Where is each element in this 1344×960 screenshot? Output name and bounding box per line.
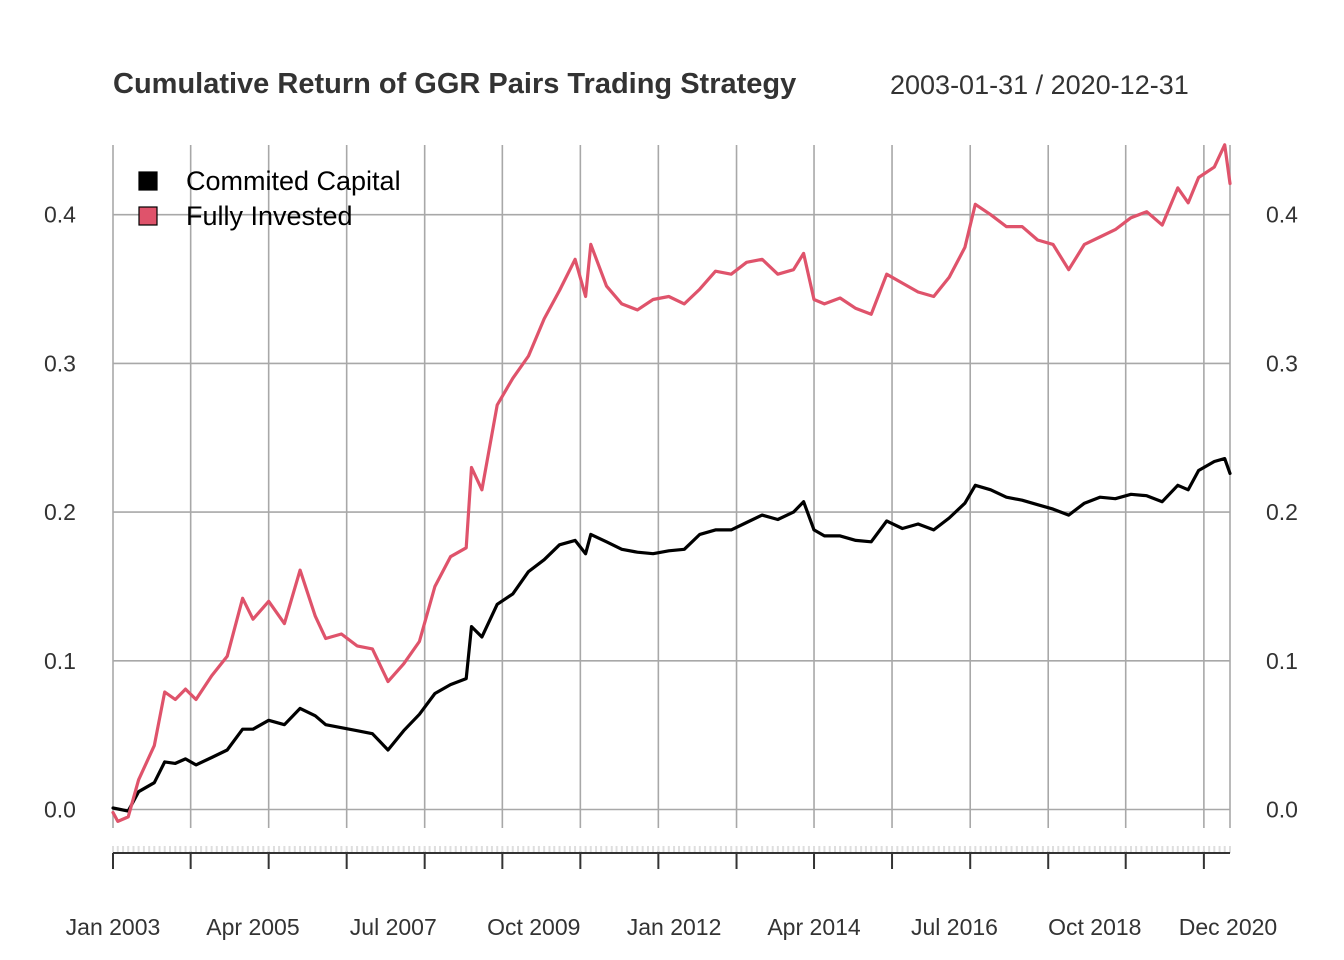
legend-swatch xyxy=(138,171,158,191)
y-tick-label: 0.3 xyxy=(44,350,76,376)
x-tick-label: Jan 2003 xyxy=(66,914,161,940)
chart-date-range: 2003-01-31 / 2020-12-31 xyxy=(890,70,1189,100)
x-tick-label: Apr 2014 xyxy=(767,914,861,940)
y-tick-label: 0.4 xyxy=(1266,202,1298,228)
y-tick-label: 0.0 xyxy=(44,797,76,823)
chart-title: Cumulative Return of GGR Pairs Trading S… xyxy=(0,68,1344,108)
y-tick-label: 0.4 xyxy=(44,202,76,228)
series-line xyxy=(111,457,1232,813)
y-tick-label: 0.1 xyxy=(1266,648,1298,674)
y-tick-label: 0.2 xyxy=(1266,499,1298,525)
legend-swatch xyxy=(138,206,158,226)
legend-label: Commited Capital xyxy=(186,166,401,196)
y-tick-label: 0.3 xyxy=(1266,350,1298,376)
legend: Commited Capital Fully Invested xyxy=(138,166,401,231)
grid-lines xyxy=(112,145,1231,828)
x-tick-label: Oct 2009 xyxy=(487,914,580,940)
y-axis-right: 0.0 0.1 0.2 0.3 0.4 xyxy=(1266,202,1298,823)
series-lines xyxy=(111,143,1232,823)
y-tick-label: 0.0 xyxy=(1266,797,1298,823)
x-tick-label: Jul 2016 xyxy=(911,914,998,940)
x-tick-label: Dec 2020 xyxy=(1179,914,1277,940)
chart-title-text: Cumulative Return of GGR Pairs Trading S… xyxy=(113,68,797,100)
y-tick-label: 0.2 xyxy=(44,499,76,525)
y-axis-left: 0.0 0.1 0.2 0.3 0.4 xyxy=(44,202,76,823)
y-tick-label: 0.1 xyxy=(44,648,76,674)
x-tick-label: Apr 2005 xyxy=(206,914,299,940)
x-tick-label: Jan 2012 xyxy=(627,914,722,940)
legend-label: Fully Invested xyxy=(186,201,353,231)
x-tick-label: Jul 2007 xyxy=(350,914,437,940)
x-axis: Jan 2003 Apr 2005 Jul 2007 Oct 2009 Jan 2012… xyxy=(66,846,1277,940)
x-tick-label: Oct 2018 xyxy=(1048,914,1141,940)
series-line xyxy=(111,143,1232,823)
